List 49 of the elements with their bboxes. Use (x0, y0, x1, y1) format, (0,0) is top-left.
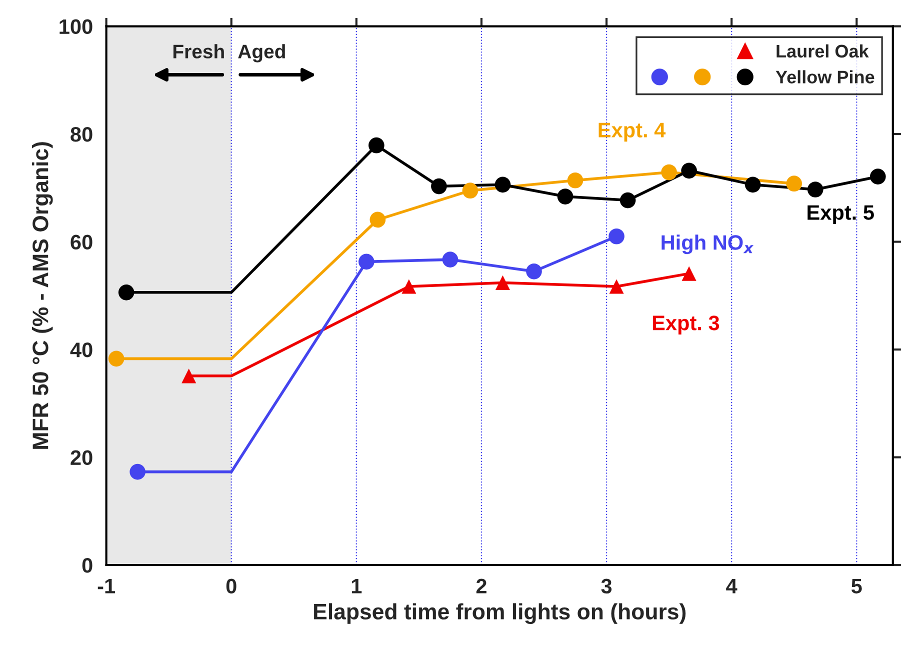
legend-label: Yellow Pine (776, 70, 874, 84)
point (744, 176, 761, 193)
point (108, 350, 124, 367)
point (661, 164, 677, 180)
annotation: Expt. 4 (598, 122, 666, 142)
point (608, 228, 624, 244)
point (526, 263, 542, 280)
annotation: High NO$_{x}$ (662, 234, 754, 254)
annotation: Aged (238, 44, 285, 62)
point (681, 162, 697, 179)
point (462, 182, 478, 199)
y-tick-label: 40 (70, 342, 92, 358)
point (807, 182, 824, 198)
y-tick-label: 0 (82, 558, 92, 573)
point (609, 279, 624, 294)
point (402, 279, 416, 294)
annotation: Expt. 5 (808, 205, 874, 224)
point (182, 368, 196, 384)
point (620, 192, 636, 208)
x-tick-label: 3 (601, 578, 612, 594)
x-tick-label: 5 (851, 578, 862, 594)
point (370, 212, 386, 228)
annotation: Fresh (173, 44, 224, 58)
point (442, 252, 458, 268)
point (557, 188, 574, 204)
annotation: Expt. 3 (652, 316, 720, 334)
point (431, 178, 447, 194)
y-tick-label: 20 (70, 450, 92, 466)
point (495, 275, 510, 290)
point (786, 176, 802, 192)
point (870, 168, 886, 185)
point (494, 176, 511, 193)
x-tick-label: 2 (476, 578, 486, 594)
point (130, 464, 146, 480)
y-tick-label: 100 (60, 19, 92, 34)
x-axis-title: Elapsed time from lights on (hours) (314, 603, 686, 624)
point (358, 254, 374, 270)
point (567, 172, 584, 188)
point (368, 137, 384, 154)
x-tick-label: 0 (226, 578, 236, 594)
legend-label: Laurel Oak (776, 44, 869, 58)
y-tick-label: 80 (70, 127, 92, 142)
point (118, 284, 134, 300)
point (682, 266, 696, 281)
x-tick-label: 1 (352, 578, 362, 594)
x-tick-label: -1 (98, 578, 115, 594)
y-tick-label: 60 (70, 234, 92, 250)
y-axis-title: MFR 50 °C (% - AMS Organic) (32, 142, 53, 449)
x-tick-label: 4 (726, 578, 738, 594)
